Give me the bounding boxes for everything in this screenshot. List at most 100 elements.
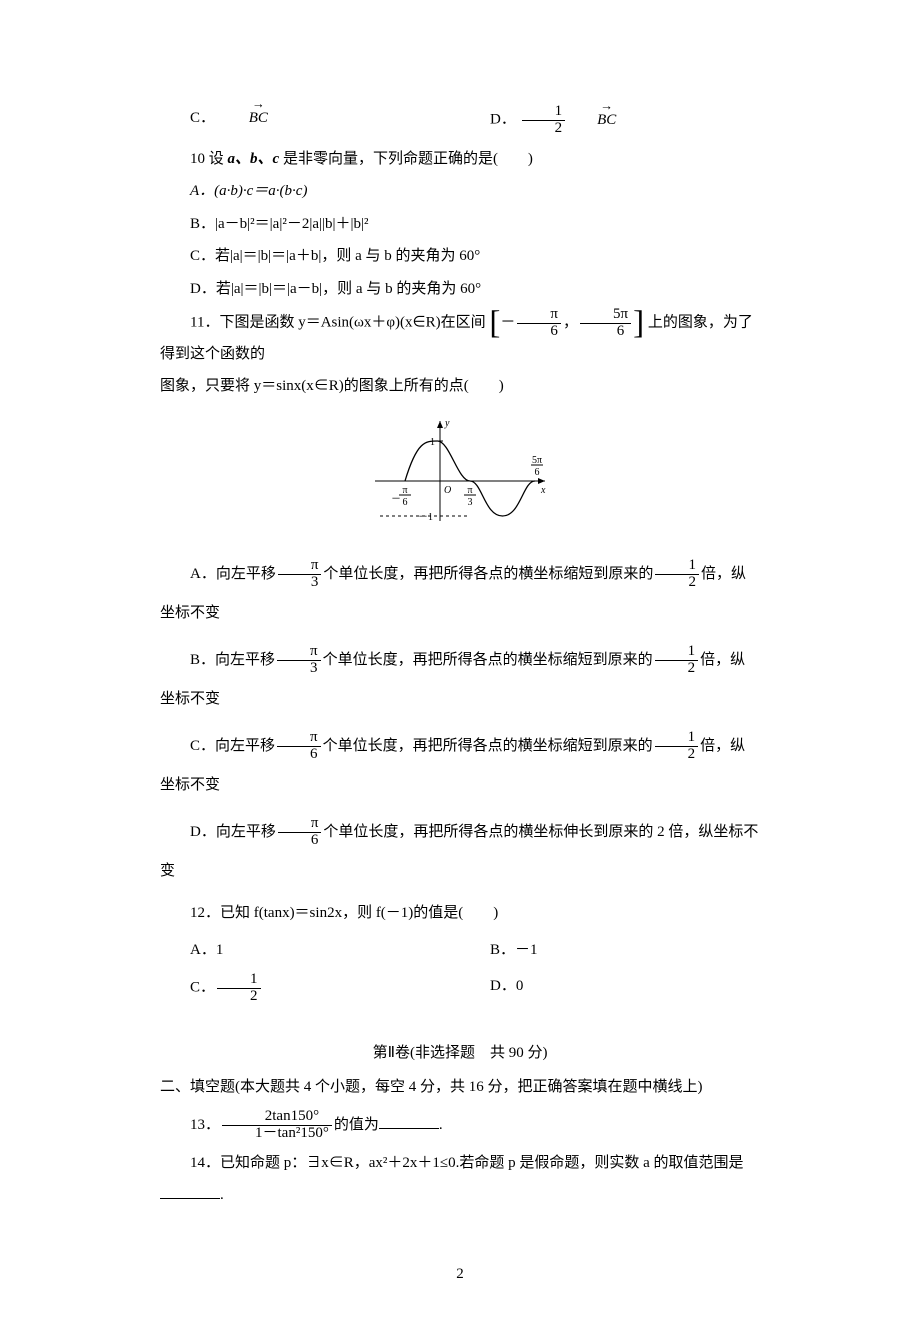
svg-text:π: π [402,485,407,496]
q13-suffix: 的值为 [334,1117,379,1133]
q11-c-frac2: 12 [655,730,699,763]
q10-a-text: A．(a·b)·c＝a·(b·c) [190,183,307,199]
q12-option-c: C．12 [160,972,460,1005]
q10-option-c: C．若|a|＝|b|＝|a＋b|，则 a 与 b 的夹角为 60° [160,242,760,271]
svg-text:O: O [444,485,451,496]
q11-stem-line1: 11．下图是函数 y＝Asin(ωx＋φ)(x∈R)在区间 [－π6，5π6] … [160,307,760,368]
q11-b-f2n: 1 [655,644,699,661]
q11-graph: yxO1－1－π6π35π6 [160,411,760,542]
q14-line1: 14．已知命题 p：∃x∈R，ax²＋2x＋1≤0.若命题 p 是假命题，则实数… [160,1149,760,1178]
q10-b-text: B．|a－b|²＝|a|²－2|a||b|＋|b|² [190,216,369,232]
q11-a-f1n: π [278,558,322,575]
q11-b-f1d: 3 [277,661,321,677]
q13-blank [379,1113,439,1129]
svg-text:－1: －1 [418,512,433,523]
q10-option-a: A．(a·b)·c＝a·(b·c) [160,177,760,206]
q9-option-c: C． BC [160,104,460,137]
q12-c-frac: 12 [217,972,261,1005]
q11-a-f2d: 2 [655,575,699,591]
q11-a-frac1: π3 [278,558,322,591]
q11-b-pre: B．向左平移 [190,652,275,668]
svg-text:π: π [467,485,472,496]
svg-text:6: 6 [403,497,408,508]
q11-option-c: C．向左平移π6个单位长度，再把所得各点的横坐标缩短到原来的12倍，纵坐标不变 [160,727,760,805]
q11-c-f2d: 2 [655,747,699,763]
q11-a-pre: A．向左平移 [190,566,276,582]
section2-title: 第Ⅱ卷(非选择题 共 90 分) [160,1039,760,1068]
q10-d-text: D．若|a|＝|b|＝|a－b|，则 a 与 b 的夹角为 60° [190,281,481,297]
q10-stem-prefix: 10 设 [190,151,228,167]
q10-stem: 10 设 a、b、c 是非零向量，下列命题正确的是( ) [160,145,760,174]
sine-graph-svg: yxO1－1－π6π35π6 [365,411,555,531]
section2-heading: 二、填空题(本大题共 4 个小题，每空 4 分，共 16 分，把正确答案填在题中… [160,1073,760,1102]
q9-d-frac-num: 1 [522,104,566,121]
svg-text:1: 1 [430,437,435,448]
svg-text:x: x [540,485,546,496]
q11-frac2: 5π6 [580,307,631,340]
q11-c-pre: C．向左平移 [190,738,275,754]
q13-label: 13． [190,1117,220,1133]
q10-option-d: D．若|a|＝|b|＝|a－b|，则 a 与 b 的夹角为 60° [160,275,760,304]
q11-c-frac1: π6 [277,730,321,763]
q9-options-row: C． BC D． 1 2 BC [160,100,760,141]
q11-d-f1d: 6 [278,833,322,849]
svg-text:3: 3 [468,497,473,508]
q11-b-frac2: 12 [655,644,699,677]
q13-period: . [439,1117,443,1133]
q11-f2-den: 6 [580,324,631,340]
q13-frac: 2tan150°1－tan²150° [222,1109,332,1142]
q12-options-ab: A．1 B．－1 [160,932,760,969]
q12-option-a: A．1 [160,936,460,965]
q11-option-a: A．向左平移π3个单位长度，再把所得各点的横坐标缩短到原来的12倍，纵坐标不变 [160,555,760,633]
svg-text:5π: 5π [532,455,542,466]
q11-f2-num: 5π [580,307,631,324]
q10-stem-suffix: 是非零向量，下列命题正确的是( ) [279,151,533,167]
q11-frac1: π6 [517,307,561,340]
svg-text:6: 6 [535,467,540,478]
q9-c-vector: BC [219,104,268,133]
q12-stem: 12．已知 f(tanx)＝sin2x，则 f(－1)的值是( ) [160,899,760,928]
q11-a-mid: 个单位长度，再把所得各点的横坐标缩短到原来的 [323,566,653,582]
q10-c-text: C．若|a|＝|b|＝|a＋b|，则 a 与 b 的夹角为 60° [190,248,480,264]
q10-stem-vectors: a、b、c [228,151,280,167]
q12-c-den: 2 [217,989,261,1005]
q11-c-f1n: π [277,730,321,747]
q11-option-d: D．向左平移π6个单位长度，再把所得各点的横坐标伸长到原来的 2 倍，纵坐标不变 [160,813,760,891]
svg-text:－: － [391,494,401,505]
q9-d-frac: 1 2 [522,104,566,137]
q11-d-f1n: π [278,816,322,833]
q11-c-f1d: 6 [277,747,321,763]
q12-c-label: C． [190,980,215,996]
q13-den: 1－tan²150° [222,1126,332,1142]
q10-option-b: B．|a－b|²＝|a|²－2|a||b|＋|b|² [160,210,760,239]
q9-d-frac-den: 2 [522,121,566,137]
q14-period: . [220,1187,224,1203]
q12-option-d: D．0 [460,972,760,1005]
q11-a-frac2: 12 [655,558,699,591]
q11-b-mid: 个单位长度，再把所得各点的横坐标缩短到原来的 [323,652,653,668]
q11-d-frac1: π6 [278,816,322,849]
q14-blank [160,1183,220,1199]
q12-option-b: B．－1 [460,936,760,965]
q11-f1-den: 6 [517,324,561,340]
q11-b-f1n: π [277,644,321,661]
q9-d-vector: BC [567,106,616,135]
q13: 13．2tan150°1－tan²150°的值为. [160,1106,760,1145]
q11-d-pre: D．向左平移 [190,824,276,840]
q14-line2: . [160,1181,760,1210]
q12-c-num: 1 [217,972,261,989]
q11-c-f2n: 1 [655,730,699,747]
q11-stem-line2: 图象，只要将 y＝sinx(x∈R)的图象上所有的点( ) [160,372,760,401]
q13-num: 2tan150° [222,1109,332,1126]
q11-a-f2n: 1 [655,558,699,575]
q11-option-b: B．向左平移π3个单位长度，再把所得各点的横坐标缩短到原来的12倍，纵坐标不变 [160,641,760,719]
q11-c-mid: 个单位长度，再把所得各点的横坐标缩短到原来的 [323,738,653,754]
page-number: 2 [160,1260,760,1289]
q9-option-d: D． 1 2 BC [460,104,760,137]
svg-text:y: y [444,418,450,429]
q11-stem1: 11．下图是函数 y＝Asin(ωx＋φ)(x∈R)在区间 [190,315,486,331]
q12-options-cd: C．12 D．0 [160,968,760,1009]
q9-d-label: D． [490,112,516,128]
right-bracket-icon: ] [633,305,644,341]
q9-c-label: C． [190,110,215,126]
